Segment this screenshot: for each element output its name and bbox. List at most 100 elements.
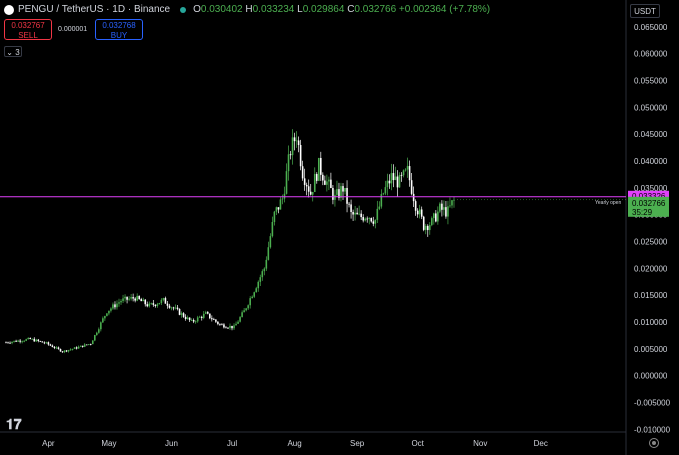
candle-body — [202, 313, 205, 318]
candle-body — [251, 296, 253, 299]
candle-body — [15, 340, 17, 342]
settings-icon[interactable] — [649, 438, 659, 448]
candle-body — [178, 308, 181, 315]
buy-price: 0.032768 — [102, 21, 136, 30]
candle-body — [449, 205, 451, 207]
candle-body — [138, 295, 140, 300]
candle-body — [348, 203, 350, 205]
indicator-toggle-button[interactable]: ⌄ 3 — [4, 46, 22, 57]
candle-body — [424, 225, 427, 230]
last-price-value: 0.032766 — [632, 199, 666, 208]
candle-body — [253, 292, 256, 297]
x-tick-label: May — [101, 439, 116, 448]
candle-body — [192, 319, 195, 322]
candle-body — [53, 347, 56, 348]
candle-body — [366, 218, 369, 220]
candle-body — [330, 179, 332, 189]
candle-body — [283, 193, 286, 199]
candle-body — [196, 317, 199, 322]
candle-body — [376, 208, 379, 220]
x-tick-label: Nov — [473, 439, 487, 448]
sell-button[interactable]: 0.032767 SELL — [4, 19, 52, 40]
candle-body — [43, 342, 46, 344]
candle-body — [443, 207, 445, 210]
candle-body — [106, 313, 108, 316]
candle-body — [49, 344, 52, 346]
candle-body — [75, 347, 78, 349]
candle-body — [271, 221, 274, 237]
candle-body — [354, 212, 356, 215]
candle-body — [116, 303, 118, 308]
buy-button[interactable]: 0.032768 BUY — [95, 19, 143, 40]
candle-body — [257, 281, 260, 289]
sell-label: SELL — [18, 31, 38, 40]
candle-body — [136, 295, 138, 301]
candle-body — [352, 212, 354, 215]
candle-body — [315, 173, 318, 181]
symbol-title[interactable]: PENGU / TetherUS · 1D · Binance — [18, 4, 171, 15]
candle-body — [445, 207, 447, 217]
candle-body — [437, 211, 439, 222]
candle-body — [368, 218, 371, 219]
candle-body — [158, 303, 161, 305]
candle-body — [104, 315, 106, 319]
candle-body — [37, 339, 40, 342]
candle-body — [453, 199, 455, 201]
candle-body — [235, 323, 237, 326]
yearly-open-price-tag — [628, 190, 669, 202]
x-tick-label: Oct — [411, 439, 424, 448]
candle-body — [122, 298, 124, 302]
candle-body — [299, 144, 302, 167]
candle-body — [198, 316, 201, 318]
candle-body — [130, 297, 132, 299]
y-tick-label: 0.045000 — [634, 130, 668, 139]
candle-body — [293, 137, 296, 142]
y-tick-label: 0.020000 — [634, 264, 668, 273]
candle-body — [309, 191, 312, 195]
candle-body — [96, 332, 98, 335]
candle-body — [89, 344, 92, 345]
candle-body — [200, 316, 203, 318]
candle-body — [273, 211, 276, 222]
candle-body — [249, 298, 251, 306]
candle-body — [303, 178, 306, 185]
candle-body — [154, 304, 157, 306]
candle-body — [98, 329, 100, 333]
candle-body — [221, 324, 223, 326]
buy-label: BUY — [110, 31, 128, 40]
candle-body — [47, 342, 50, 345]
candle-body — [346, 187, 348, 204]
y-tick-label: 0.000000 — [634, 372, 668, 381]
y-tick-label: 0.015000 — [634, 291, 668, 300]
candle-body — [27, 338, 29, 340]
y-tick-label: 0.005000 — [634, 345, 668, 354]
candle-body — [374, 219, 377, 224]
candle-body — [420, 209, 423, 217]
y-tick-label: 0.040000 — [634, 157, 668, 166]
candle-body — [23, 340, 25, 342]
y-tick-label: 0.055000 — [634, 76, 668, 85]
currency-selector[interactable]: USDT — [630, 4, 660, 18]
candle-body — [227, 327, 229, 329]
candle-body — [128, 298, 130, 300]
yearly-open-label: Yearly open — [595, 200, 621, 206]
y-tick-label: -0.010000 — [634, 425, 671, 434]
sell-price: 0.032767 — [11, 21, 45, 30]
candle-body — [245, 308, 247, 311]
candle-body — [342, 186, 344, 192]
candle-body — [259, 277, 262, 282]
tradingview-logo-icon[interactable]: 𝟏𝟕 — [6, 416, 22, 432]
candle-body — [287, 154, 290, 172]
candle-body — [382, 193, 385, 195]
candle-body — [148, 303, 151, 307]
candle-body — [231, 325, 233, 329]
candle-body — [81, 345, 84, 347]
candle-body — [17, 340, 19, 342]
y-tick-label: 0.060000 — [634, 50, 668, 59]
candle-body — [307, 186, 310, 192]
candle-body — [360, 213, 362, 218]
candle-body — [166, 303, 169, 306]
candle-body — [31, 338, 34, 340]
y-tick-label: 0.025000 — [634, 237, 668, 246]
